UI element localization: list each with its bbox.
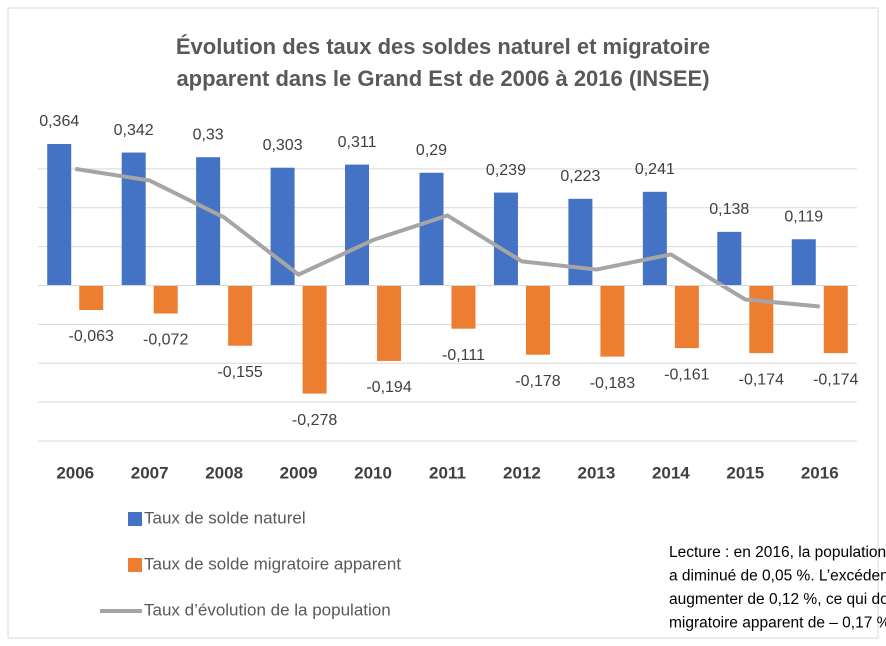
data-label: -0,072 — [143, 332, 188, 349]
bar — [823, 285, 848, 354]
x-tick-label: 2016 — [801, 463, 839, 482]
bar — [345, 164, 370, 286]
data-label: 0,33 — [193, 126, 224, 143]
data-label: -0,063 — [69, 328, 114, 345]
bar — [302, 285, 327, 394]
data-label: -0,194 — [366, 379, 411, 396]
bar — [228, 285, 253, 346]
bar — [717, 231, 742, 286]
x-tick-label: 2011 — [429, 463, 466, 482]
chart-border — [7, 7, 879, 639]
x-tick-label: 2010 — [354, 463, 392, 482]
data-label: 0,223 — [560, 168, 600, 185]
x-tick-label: 2009 — [280, 463, 318, 482]
data-label: -0,278 — [292, 412, 337, 429]
line — [74, 166, 820, 309]
bar — [377, 285, 402, 361]
legend-swatch — [128, 512, 142, 526]
x-tick-label: 2007 — [131, 463, 169, 482]
legend-swatch — [128, 558, 142, 572]
data-label: -0,161 — [664, 366, 709, 383]
annotation: a diminué de 0,05 %. L’excédent naturel … — [669, 568, 886, 585]
annotation: augmenter de 0,12 %, ce qui donne un déf… — [669, 591, 886, 608]
bar — [196, 157, 221, 286]
annotation: Lecture : en 2016, la population du Gran… — [669, 544, 886, 561]
x-tick-label: 2014 — [652, 463, 690, 482]
chart-title: Évolution des taux des soldes naturel et… — [176, 34, 710, 59]
data-label: -0,174 — [739, 371, 784, 388]
x-tick-label: 2008 — [205, 463, 243, 482]
data-label: 0,342 — [114, 122, 154, 139]
bar — [79, 285, 104, 310]
bar — [749, 285, 774, 354]
data-label: 0,239 — [486, 162, 526, 179]
bar — [525, 285, 550, 355]
x-tick-label: 2006 — [56, 463, 94, 482]
data-label: -0,111 — [442, 347, 485, 364]
data-label: 0,119 — [784, 208, 823, 225]
data-label: -0,178 — [515, 373, 560, 390]
data-label: 0,303 — [263, 137, 303, 154]
bar — [493, 192, 518, 286]
bar — [600, 285, 625, 357]
bar — [270, 167, 295, 286]
chart-title: apparent dans le Grand Est de 2006 à 201… — [176, 66, 709, 91]
bar — [419, 172, 444, 286]
data-label: -0,183 — [590, 375, 635, 392]
data-label: -0,174 — [813, 371, 858, 388]
x-tick-label: 2012 — [503, 463, 541, 482]
data-label: 0,29 — [416, 142, 447, 159]
data-label: 0,138 — [709, 201, 749, 218]
bar — [121, 152, 146, 286]
bar — [791, 239, 816, 286]
legend-label: Taux d’évolution de la population — [144, 600, 391, 619]
data-label: 0,241 — [635, 161, 675, 178]
legend-label: Taux de solde naturel — [144, 508, 306, 527]
x-tick-label: 2013 — [577, 463, 615, 482]
bar — [568, 198, 593, 286]
bar — [642, 191, 667, 286]
data-label: -0,155 — [217, 364, 262, 381]
data-label: 0,311 — [338, 134, 377, 151]
data-label: 0,364 — [39, 113, 79, 130]
bar — [153, 285, 178, 314]
legend-label: Taux de solde migratoire apparent — [144, 554, 401, 573]
bar — [451, 285, 476, 329]
bar — [674, 285, 699, 349]
x-tick-label: 2015 — [726, 463, 764, 482]
bar — [47, 143, 72, 286]
annotation: migratoire apparent de – 0,17 %. — [669, 615, 886, 632]
